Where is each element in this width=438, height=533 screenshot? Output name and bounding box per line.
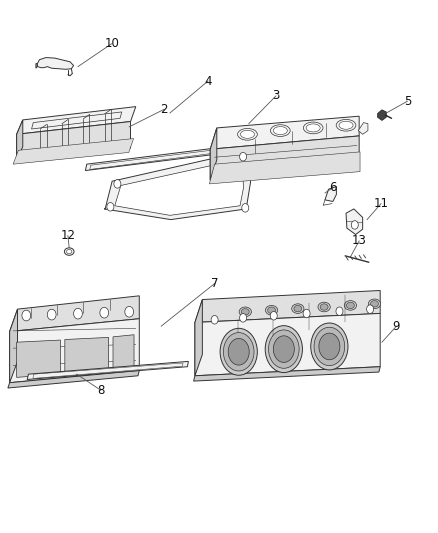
Ellipse shape — [339, 122, 353, 130]
Polygon shape — [195, 313, 380, 376]
Circle shape — [114, 180, 121, 188]
Ellipse shape — [273, 336, 294, 362]
Polygon shape — [37, 58, 74, 69]
Ellipse shape — [306, 124, 320, 132]
Polygon shape — [10, 309, 18, 383]
Text: 4: 4 — [204, 75, 212, 87]
Ellipse shape — [228, 338, 249, 365]
Ellipse shape — [237, 128, 257, 140]
Ellipse shape — [268, 330, 299, 368]
Polygon shape — [10, 296, 139, 332]
Circle shape — [47, 309, 56, 320]
Polygon shape — [209, 152, 360, 184]
Ellipse shape — [368, 299, 381, 309]
Circle shape — [240, 152, 247, 161]
Polygon shape — [358, 123, 368, 134]
Polygon shape — [346, 209, 363, 235]
Circle shape — [270, 311, 277, 320]
Circle shape — [242, 204, 249, 212]
Circle shape — [22, 310, 31, 321]
Ellipse shape — [268, 307, 276, 313]
Ellipse shape — [270, 125, 290, 136]
Polygon shape — [210, 136, 359, 180]
Text: 5: 5 — [404, 95, 411, 108]
Polygon shape — [85, 145, 240, 171]
Polygon shape — [13, 139, 134, 164]
Ellipse shape — [311, 323, 348, 370]
Text: 12: 12 — [60, 229, 75, 242]
Polygon shape — [194, 367, 380, 381]
Polygon shape — [104, 150, 251, 220]
Ellipse shape — [67, 249, 72, 254]
Circle shape — [107, 203, 114, 211]
Ellipse shape — [314, 327, 345, 366]
Circle shape — [211, 316, 218, 324]
Text: 7: 7 — [211, 277, 219, 290]
Text: 6: 6 — [329, 181, 337, 194]
Polygon shape — [113, 335, 134, 372]
Ellipse shape — [220, 328, 257, 375]
Text: 3: 3 — [272, 90, 279, 102]
Polygon shape — [210, 116, 359, 149]
Text: 13: 13 — [352, 235, 367, 247]
Ellipse shape — [320, 304, 328, 310]
Circle shape — [303, 309, 310, 318]
Polygon shape — [325, 187, 336, 201]
Ellipse shape — [318, 302, 330, 312]
Polygon shape — [17, 107, 136, 134]
Circle shape — [74, 308, 82, 319]
Circle shape — [336, 307, 343, 316]
Ellipse shape — [64, 248, 74, 255]
Ellipse shape — [294, 305, 302, 312]
Text: 11: 11 — [374, 197, 389, 210]
Polygon shape — [17, 340, 60, 377]
Ellipse shape — [265, 326, 302, 373]
Ellipse shape — [319, 333, 340, 360]
Polygon shape — [17, 120, 23, 161]
Circle shape — [240, 313, 247, 322]
Ellipse shape — [239, 307, 251, 317]
Polygon shape — [195, 290, 380, 322]
Ellipse shape — [240, 130, 254, 138]
Ellipse shape — [303, 122, 323, 134]
Ellipse shape — [223, 333, 254, 371]
Polygon shape — [17, 122, 131, 161]
Polygon shape — [378, 110, 386, 120]
Ellipse shape — [346, 302, 354, 309]
Circle shape — [367, 305, 374, 313]
Ellipse shape — [292, 304, 304, 313]
Ellipse shape — [265, 305, 278, 315]
Polygon shape — [27, 361, 188, 379]
Polygon shape — [10, 319, 139, 383]
Ellipse shape — [371, 301, 378, 307]
Circle shape — [351, 221, 358, 229]
Circle shape — [125, 306, 134, 317]
Ellipse shape — [273, 126, 287, 134]
Text: 9: 9 — [392, 320, 400, 333]
Polygon shape — [36, 63, 37, 68]
Ellipse shape — [241, 309, 249, 315]
Text: 10: 10 — [104, 37, 119, 50]
Ellipse shape — [344, 301, 357, 310]
Polygon shape — [115, 159, 244, 215]
Polygon shape — [210, 128, 217, 180]
Polygon shape — [8, 370, 139, 388]
Text: 2: 2 — [160, 103, 168, 116]
Circle shape — [100, 308, 109, 318]
Text: 8: 8 — [97, 384, 104, 397]
Ellipse shape — [336, 119, 356, 131]
Polygon shape — [65, 337, 109, 375]
Polygon shape — [195, 300, 202, 376]
